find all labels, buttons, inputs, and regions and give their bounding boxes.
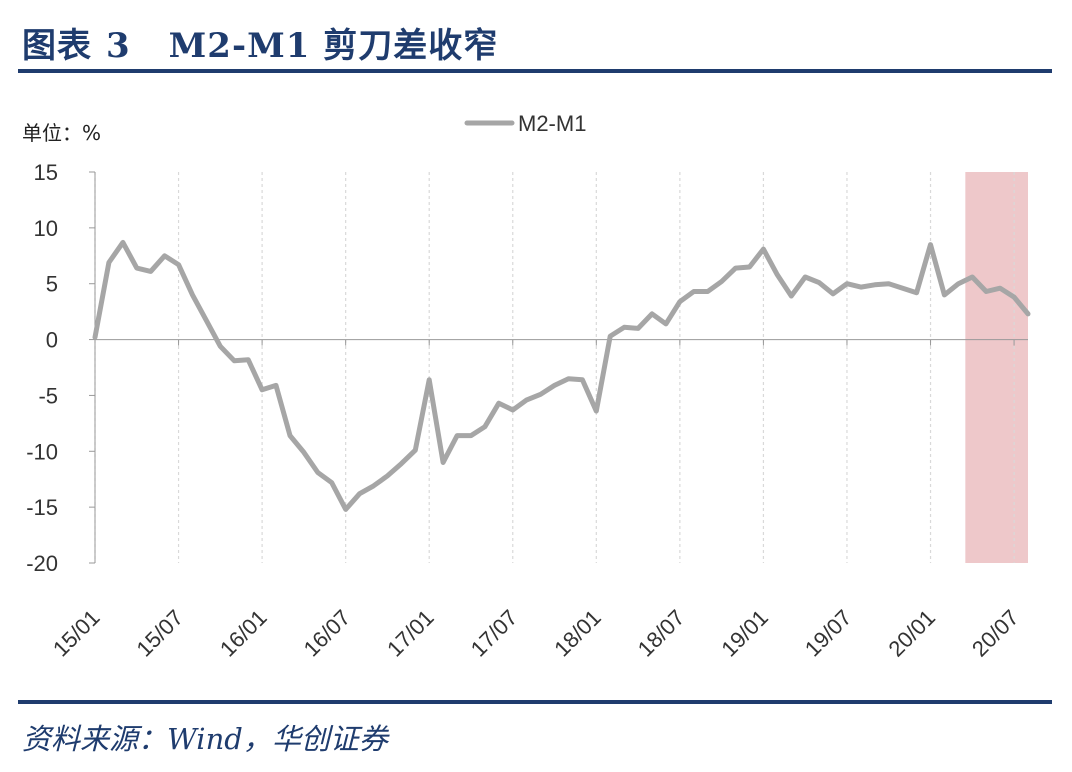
axis-layer: 15/01 15/07 16/01 16/07 17/01 17/07 18/01 18/07… [26, 160, 1028, 661]
x-tick-label: 15/01 [48, 605, 105, 662]
figure-number: 3 [106, 26, 131, 66]
y-tick-label: 5 [46, 272, 58, 297]
footer-rule [18, 700, 1052, 704]
x-tick-label: 15/07 [131, 605, 188, 662]
y-tick-label: 15 [34, 160, 58, 185]
y-tick-label: 10 [34, 216, 58, 241]
y-tick-label: 0 [46, 328, 58, 353]
x-tick-label: 18/07 [633, 605, 690, 662]
line-chart: 15/01 15/07 16/01 16/07 17/01 17/07 18/01 18/07… [22, 111, 1031, 661]
series-layer [92, 239, 1031, 512]
x-tick-label: 19/01 [716, 605, 773, 662]
figure-label: 图表 [22, 26, 92, 66]
y-tick-label: -5 [38, 383, 58, 408]
legend: M2-M1 [464, 111, 586, 136]
highlight-band [965, 172, 1028, 563]
title-bar: 图表 3 M2-M1 剪刀差收窄 [18, 12, 1054, 66]
y-tick-label: -15 [26, 495, 58, 520]
x-tick-label: 20/07 [967, 605, 1024, 662]
source-note: 资料来源：Wind，华创证券 [22, 722, 388, 756]
unit-label: 单位：% [22, 121, 101, 145]
y-tick-label: -10 [26, 439, 58, 464]
x-tick-label: 18/01 [549, 605, 606, 662]
series-line-m2-m1 [92, 239, 1031, 512]
grid-layer [94, 172, 1015, 563]
x-tick-label: 17/07 [466, 605, 523, 662]
title-rule [18, 69, 1052, 73]
figure-title: 图表 3 M2-M1 剪刀差收窄 [22, 18, 498, 67]
x-tick-label: 17/01 [382, 605, 439, 662]
y-tick-label: -20 [26, 551, 58, 576]
x-tick-label: 19/07 [800, 605, 857, 662]
highlight-layer [965, 172, 1028, 563]
legend-label: M2-M1 [518, 111, 586, 136]
x-tick-label: 16/07 [299, 605, 356, 662]
x-tick-label: 16/01 [215, 605, 272, 662]
x-tick-label: 20/01 [883, 605, 940, 662]
chart-title: M2-M1 剪刀差收窄 [168, 26, 499, 66]
